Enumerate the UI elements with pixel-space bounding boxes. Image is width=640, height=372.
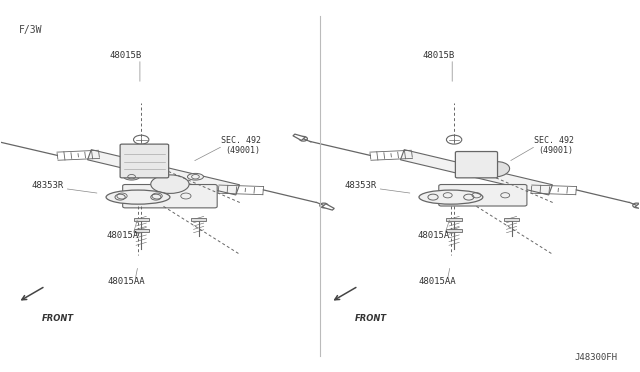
Ellipse shape <box>124 173 140 180</box>
Polygon shape <box>447 229 462 232</box>
Ellipse shape <box>188 173 204 180</box>
Text: 48353R: 48353R <box>344 181 376 190</box>
Polygon shape <box>134 229 149 232</box>
Text: 48015B: 48015B <box>109 51 141 60</box>
Text: 48015A: 48015A <box>417 231 449 240</box>
Polygon shape <box>322 204 334 210</box>
Ellipse shape <box>151 175 189 193</box>
Text: (49001): (49001) <box>225 147 260 155</box>
Ellipse shape <box>419 190 483 204</box>
Polygon shape <box>635 204 640 210</box>
Text: (49001): (49001) <box>538 147 573 155</box>
Polygon shape <box>401 150 552 195</box>
Ellipse shape <box>482 162 509 177</box>
Polygon shape <box>504 218 519 221</box>
FancyBboxPatch shape <box>456 151 497 178</box>
Text: 48015AA: 48015AA <box>419 277 456 286</box>
Polygon shape <box>447 218 462 221</box>
Text: 48015AA: 48015AA <box>108 277 146 286</box>
Text: 48353R: 48353R <box>31 181 63 190</box>
FancyBboxPatch shape <box>123 185 217 208</box>
Text: J48300FH: J48300FH <box>574 353 617 362</box>
Text: 48015A: 48015A <box>106 231 138 240</box>
Text: FRONT: FRONT <box>42 314 74 323</box>
Text: FRONT: FRONT <box>355 314 387 323</box>
Polygon shape <box>88 150 239 195</box>
Text: 48015B: 48015B <box>422 51 454 60</box>
Polygon shape <box>134 218 149 221</box>
Polygon shape <box>191 218 206 221</box>
Text: SEC. 492: SEC. 492 <box>221 137 261 145</box>
FancyBboxPatch shape <box>439 185 527 206</box>
FancyBboxPatch shape <box>120 144 169 178</box>
Text: F/3W: F/3W <box>19 25 42 35</box>
Text: SEC. 492: SEC. 492 <box>534 137 574 145</box>
Ellipse shape <box>106 190 170 204</box>
Polygon shape <box>293 134 305 140</box>
